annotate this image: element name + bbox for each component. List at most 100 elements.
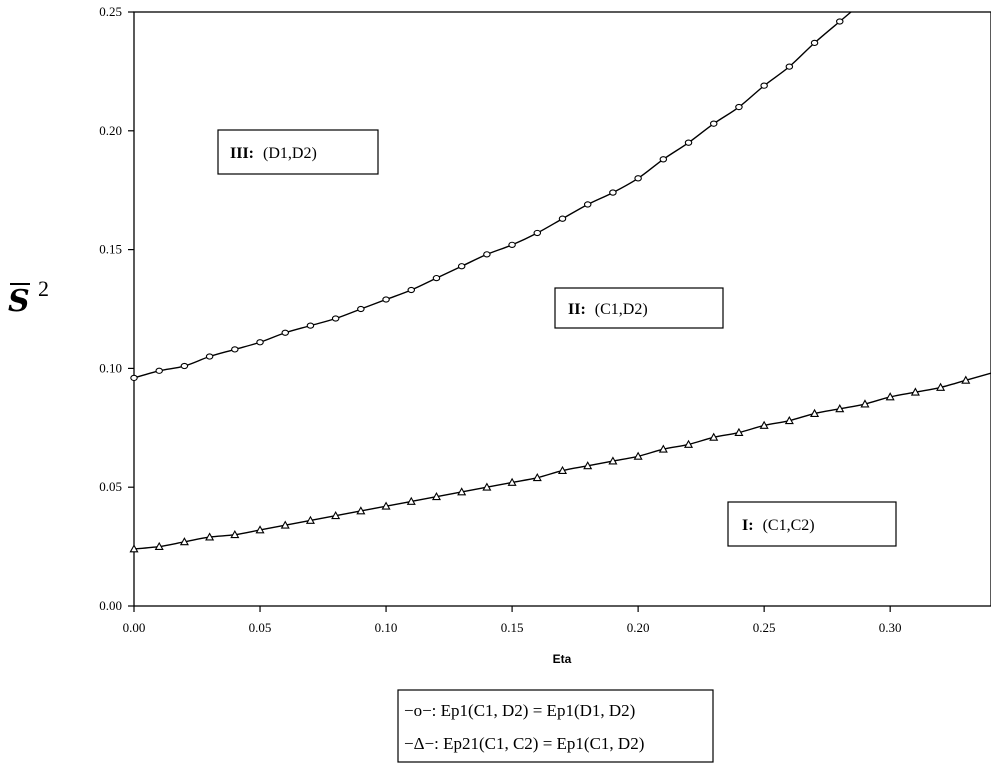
legend: −o−: Ep1(C1, D2) = Ep1(D1, D2) −Δ−: Ep21… xyxy=(397,689,714,763)
y-axis-label: S 2 xyxy=(8,276,49,319)
data-point-triangle xyxy=(457,487,467,496)
x-tick-label: 0.20 xyxy=(627,620,650,635)
y-tick-label: 0.00 xyxy=(99,598,122,613)
data-point-circle xyxy=(306,322,315,329)
data-point-circle xyxy=(533,229,542,237)
data-point-circle xyxy=(205,353,214,360)
svg-text:III: (D1,D2): III: (D1,D2) xyxy=(230,145,317,162)
y-axis-label-symbol: S xyxy=(8,284,30,319)
data-point-circle xyxy=(457,263,466,270)
y-axis: 0.00 0.05 0.10 0.15 0.20 0.25 xyxy=(99,4,134,613)
data-point-circle xyxy=(231,346,239,353)
data-point-triangle xyxy=(205,532,215,541)
region-annotation-I-label: I: xyxy=(742,517,754,534)
region-annotation-III-box xyxy=(217,129,379,175)
data-point-triangle xyxy=(910,387,920,396)
data-point-triangle xyxy=(557,465,568,474)
legend-box xyxy=(397,689,714,763)
data-point-triangle xyxy=(381,501,391,510)
data-point-triangle xyxy=(230,529,240,539)
y-tick-label: 0.20 xyxy=(99,123,122,138)
data-point-triangle xyxy=(255,525,265,534)
x-tick-label: 0.00 xyxy=(123,620,146,635)
data-point-triangle xyxy=(179,537,189,546)
data-point-circle xyxy=(609,189,617,196)
data-point-circle xyxy=(684,139,693,146)
region-annotation-II-label: II: xyxy=(568,301,586,318)
data-point-circle xyxy=(357,305,365,313)
data-point-circle xyxy=(407,286,416,294)
region-annotation-II-box xyxy=(554,287,724,329)
region-annotation-I: I: (C1,C2) xyxy=(727,501,897,547)
data-point-triangle xyxy=(759,420,769,429)
y-tick-label: 0.15 xyxy=(99,242,122,257)
y-tick-label: 0.10 xyxy=(99,360,122,375)
data-point-circle xyxy=(331,315,340,322)
series-line xyxy=(133,372,991,550)
data-point-triangle xyxy=(658,444,668,453)
y-tick-label: 0.05 xyxy=(99,479,122,494)
data-point-circle xyxy=(382,296,390,303)
region-annotation-I-text: (C1,C2) xyxy=(763,517,815,534)
data-point-circle xyxy=(256,339,264,346)
data-point-triangle xyxy=(835,404,845,413)
region-annotation-III-label: III: xyxy=(230,145,254,162)
data-point-triangle xyxy=(583,461,593,470)
data-point-triangle xyxy=(431,491,442,501)
series-triangle xyxy=(129,372,991,553)
x-tick-label: 0.10 xyxy=(375,620,398,635)
data-point-triangle xyxy=(633,451,643,460)
data-point-triangle xyxy=(532,472,542,482)
svg-text:I: (C1,C2): I: (C1,C2) xyxy=(742,517,815,534)
data-point-circle xyxy=(583,201,592,208)
data-point-circle xyxy=(659,156,668,163)
series-circle xyxy=(130,11,852,382)
data-point-triangle xyxy=(482,482,492,491)
data-point-circle xyxy=(709,120,718,127)
data-point-circle xyxy=(180,362,189,370)
y-tick-label: 0.25 xyxy=(99,4,122,19)
region-annotation-III-text: (D1,D2) xyxy=(263,145,317,162)
data-point-circle xyxy=(836,18,844,25)
legend-entry-triangle: −Δ−: Ep21(C1, C2) = Ep1(C1, D2) xyxy=(404,734,644,753)
data-point-circle xyxy=(130,374,138,382)
data-point-triangle xyxy=(784,415,794,425)
data-point-circle xyxy=(508,241,516,248)
data-point-triangle xyxy=(860,399,870,408)
data-point-triangle xyxy=(608,456,618,465)
x-tick-label: 0.05 xyxy=(249,620,272,635)
x-tick-label: 0.30 xyxy=(879,620,902,635)
data-point-triangle xyxy=(280,520,290,529)
x-tick-label: 0.25 xyxy=(753,620,776,635)
legend-entry-circle: −o−: Ep1(C1, D2) = Ep1(D1, D2) xyxy=(404,701,635,720)
data-point-triangle xyxy=(683,439,694,448)
data-point-circle xyxy=(432,274,441,282)
data-point-circle xyxy=(760,82,768,89)
plot-frame xyxy=(133,11,991,607)
data-point-triangle xyxy=(154,541,164,551)
data-point-triangle xyxy=(331,510,341,520)
data-point-circle xyxy=(155,367,163,374)
x-tick-label: 0.15 xyxy=(501,620,524,635)
data-point-triangle xyxy=(961,375,971,384)
data-point-circle xyxy=(634,175,642,182)
data-point-triangle xyxy=(885,392,895,401)
x-axis-label: Eta xyxy=(553,652,572,666)
data-point-triangle xyxy=(406,496,416,505)
region-annotation-II: II: (C1,D2) xyxy=(554,287,724,329)
data-point-triangle xyxy=(810,408,820,417)
data-point-circle xyxy=(785,63,794,70)
x-axis: 0.00 0.05 0.10 0.15 0.20 0.25 0.30 xyxy=(123,606,902,635)
data-point-circle xyxy=(483,251,491,258)
svg-text:II: (C1,D2): II: (C1,D2) xyxy=(568,301,648,318)
data-point-triangle xyxy=(734,427,744,436)
region-annotation-II-text: (C1,D2) xyxy=(595,301,648,318)
data-point-triangle xyxy=(936,382,946,391)
series-line xyxy=(133,11,852,379)
y-axis-label-exponent: 2 xyxy=(38,276,49,301)
data-point-triangle xyxy=(356,506,366,515)
data-point-circle xyxy=(558,215,567,222)
series-layer xyxy=(129,11,991,553)
data-point-triangle xyxy=(507,477,517,486)
